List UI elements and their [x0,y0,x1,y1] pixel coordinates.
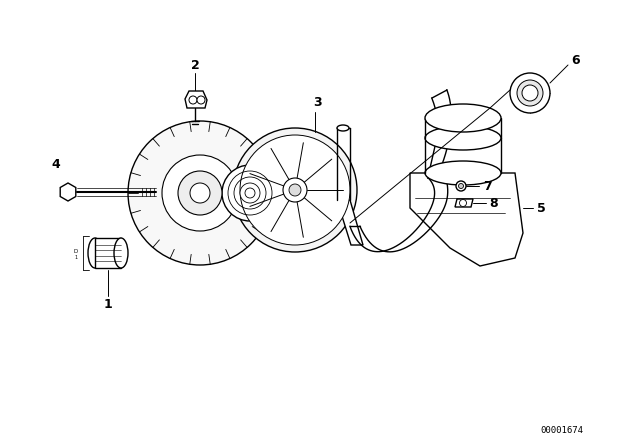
Circle shape [178,171,222,215]
Circle shape [289,184,301,196]
Text: 00001674: 00001674 [541,426,584,435]
Circle shape [162,155,238,231]
Polygon shape [95,238,121,268]
Circle shape [517,80,543,106]
Text: 7: 7 [483,180,492,193]
Polygon shape [185,91,207,108]
Text: 1: 1 [104,297,113,310]
Ellipse shape [88,238,102,268]
Circle shape [190,183,210,203]
Ellipse shape [425,161,501,185]
Circle shape [128,121,272,265]
Circle shape [522,85,538,101]
Circle shape [458,184,463,189]
Circle shape [240,183,260,203]
Circle shape [456,181,466,191]
Circle shape [240,135,350,245]
Circle shape [233,128,357,252]
Text: 5: 5 [536,202,545,215]
Circle shape [189,96,197,104]
Polygon shape [410,173,523,266]
Circle shape [283,178,307,202]
Ellipse shape [337,125,349,131]
Polygon shape [455,199,473,207]
Text: 4: 4 [52,158,60,171]
Ellipse shape [114,238,128,268]
Polygon shape [337,200,363,245]
Ellipse shape [425,104,501,132]
Text: 2: 2 [191,59,200,72]
Text: D: D [74,249,78,254]
Text: 3: 3 [313,95,321,108]
Text: 1: 1 [74,254,77,259]
Circle shape [222,165,278,221]
Text: 8: 8 [490,197,499,210]
Circle shape [197,96,205,104]
Circle shape [460,199,467,207]
Circle shape [510,73,550,113]
Polygon shape [60,183,76,201]
Ellipse shape [425,126,501,150]
Text: 6: 6 [572,53,580,66]
